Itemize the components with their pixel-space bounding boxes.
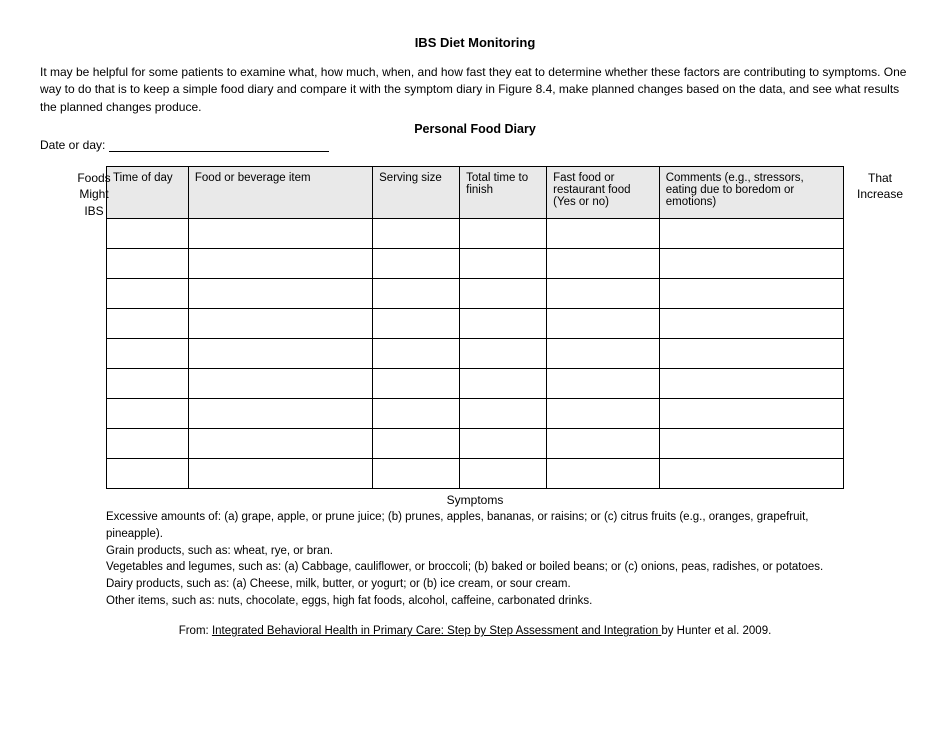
marginal-left-line3: IBS: [64, 203, 124, 219]
cell[interactable]: [188, 219, 372, 249]
table-row: [107, 309, 844, 339]
cell[interactable]: [547, 429, 660, 459]
cell[interactable]: [460, 459, 547, 489]
marginal-left-line2: Might: [64, 186, 124, 202]
cell[interactable]: [107, 309, 189, 339]
cell[interactable]: [547, 339, 660, 369]
date-input-line[interactable]: [109, 151, 329, 152]
page-title: IBS Diet Monitoring: [40, 35, 910, 50]
cell[interactable]: [188, 279, 372, 309]
attribution: From: Integrated Behavioral Health in Pr…: [40, 625, 910, 637]
table-row: [107, 369, 844, 399]
cell[interactable]: [460, 219, 547, 249]
cell[interactable]: [460, 249, 547, 279]
cell[interactable]: [547, 369, 660, 399]
cell[interactable]: [460, 429, 547, 459]
table-row: [107, 219, 844, 249]
table-row: [107, 279, 844, 309]
cell[interactable]: [188, 249, 372, 279]
col-header-comments: Comments (e.g., stressors, eating due to…: [659, 167, 843, 219]
cell[interactable]: [107, 279, 189, 309]
cell[interactable]: [547, 219, 660, 249]
cell[interactable]: [659, 279, 843, 309]
cell[interactable]: [659, 369, 843, 399]
cell[interactable]: [107, 459, 189, 489]
cell[interactable]: [373, 279, 460, 309]
cell[interactable]: [373, 399, 460, 429]
cell[interactable]: [188, 339, 372, 369]
diary-subtitle: Personal Food Diary: [40, 122, 910, 136]
attribution-title: Integrated Behavioral Health in Primary …: [212, 625, 661, 637]
intro-paragraph: It may be helpful for some patients to e…: [40, 64, 910, 116]
cell[interactable]: [107, 369, 189, 399]
marginal-note-left: Foods Might IBS: [64, 170, 124, 219]
cell[interactable]: [659, 249, 843, 279]
cell[interactable]: [460, 399, 547, 429]
page: IBS Diet Monitoring It may be helpful fo…: [0, 0, 950, 657]
table-row: [107, 339, 844, 369]
cell[interactable]: [188, 429, 372, 459]
col-header-total: Total time to finish: [460, 167, 547, 219]
symptom-line: Excessive amounts of: (a) grape, apple, …: [106, 509, 844, 542]
attribution-suffix: by Hunter et al. 2009.: [661, 625, 771, 637]
symptoms-heading: Symptoms: [40, 493, 910, 507]
symptom-line: Dairy products, such as: (a) Cheese, mil…: [106, 576, 844, 593]
table-body: [107, 219, 844, 489]
cell[interactable]: [107, 339, 189, 369]
cell[interactable]: [659, 429, 843, 459]
marginal-right-line2: Increase: [850, 186, 910, 202]
cell[interactable]: [107, 219, 189, 249]
cell[interactable]: [107, 429, 189, 459]
date-row: Date or day:: [40, 138, 910, 152]
symptom-line: Grain products, such as: wheat, rye, or …: [106, 543, 844, 560]
cell[interactable]: [547, 399, 660, 429]
cell[interactable]: [659, 309, 843, 339]
table-row: [107, 399, 844, 429]
date-label: Date or day:: [40, 138, 105, 152]
cell[interactable]: [188, 309, 372, 339]
cell[interactable]: [373, 369, 460, 399]
food-diary-table: Time of day Food or beverage item Servin…: [106, 166, 844, 489]
cell[interactable]: [460, 369, 547, 399]
cell[interactable]: [373, 219, 460, 249]
cell[interactable]: [188, 459, 372, 489]
cell[interactable]: [547, 249, 660, 279]
cell[interactable]: [659, 219, 843, 249]
cell[interactable]: [659, 459, 843, 489]
marginal-left-line1: Foods: [64, 170, 124, 186]
table-row: [107, 459, 844, 489]
cell[interactable]: [547, 309, 660, 339]
symptom-list: Excessive amounts of: (a) grape, apple, …: [106, 509, 844, 609]
col-header-fast: Fast food or restaurant food (Yes or no): [547, 167, 660, 219]
marginal-note-right: That Increase: [850, 170, 910, 202]
table-row: [107, 429, 844, 459]
symptom-line: Vegetables and legumes, such as: (a) Cab…: [106, 559, 844, 576]
col-header-food: Food or beverage item: [188, 167, 372, 219]
attribution-prefix: From:: [179, 625, 212, 637]
cell[interactable]: [460, 279, 547, 309]
table-row: [107, 249, 844, 279]
col-header-serving: Serving size: [373, 167, 460, 219]
table-header-row: Time of day Food or beverage item Servin…: [107, 167, 844, 219]
cell[interactable]: [373, 339, 460, 369]
cell[interactable]: [373, 249, 460, 279]
cell[interactable]: [659, 339, 843, 369]
cell[interactable]: [188, 369, 372, 399]
cell[interactable]: [373, 309, 460, 339]
cell[interactable]: [460, 309, 547, 339]
cell[interactable]: [188, 399, 372, 429]
table-wrap: Foods Might IBS That Increase Time of da…: [40, 166, 910, 489]
cell[interactable]: [659, 399, 843, 429]
cell[interactable]: [460, 339, 547, 369]
cell[interactable]: [107, 399, 189, 429]
cell[interactable]: [373, 459, 460, 489]
cell[interactable]: [547, 279, 660, 309]
marginal-right-line1: That: [850, 170, 910, 186]
symptom-line: Other items, such as: nuts, chocolate, e…: [106, 593, 844, 610]
cell[interactable]: [547, 459, 660, 489]
cell[interactable]: [107, 249, 189, 279]
cell[interactable]: [373, 429, 460, 459]
